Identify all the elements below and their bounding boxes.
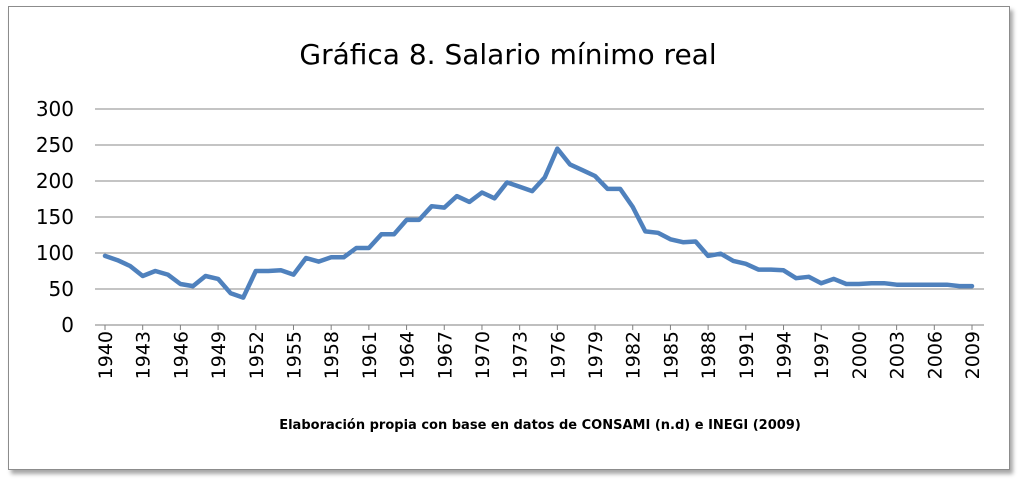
y-tick-label: 50 xyxy=(49,277,74,301)
x-tick-label: 1967 xyxy=(434,331,456,379)
y-axis-ticks: 0 50 100 150 200 250 300 xyxy=(36,97,74,337)
y-tick-label: 300 xyxy=(36,97,74,121)
x-tick-label: 1988 xyxy=(698,331,720,379)
x-tick-label: 1991 xyxy=(736,331,758,379)
y-tick-label: 150 xyxy=(36,205,74,229)
x-tick-label: 2009 xyxy=(962,331,984,379)
y-tick-label: 250 xyxy=(36,133,74,157)
x-tick-label: 2000 xyxy=(849,331,871,379)
x-tick-label: 1952 xyxy=(246,331,268,379)
x-tick-label: 1964 xyxy=(397,331,419,379)
x-tick-label: 2006 xyxy=(924,331,946,379)
chart-caption: Elaboración propia con base en datos de … xyxy=(279,418,801,433)
x-tick-label: 1973 xyxy=(510,331,532,379)
x-tick-label: 1949 xyxy=(208,331,230,379)
chart-frame xyxy=(8,6,1010,470)
x-tick-label: 1940 xyxy=(95,331,117,379)
x-tick-label: 1958 xyxy=(321,331,343,379)
x-axis-ticks: 1940 1943 1946 1949 1952 1955 1958 1961 1964 1967… xyxy=(95,325,984,379)
y-tick-label: 100 xyxy=(36,241,74,265)
x-tick-label: 1979 xyxy=(585,331,607,379)
y-tick-label: 0 xyxy=(61,313,74,337)
x-tick-label: 1955 xyxy=(283,331,305,379)
x-tick-label: 1970 xyxy=(472,331,494,379)
x-tick-label: 1982 xyxy=(623,331,645,379)
x-tick-label: 1994 xyxy=(774,331,796,379)
x-tick-label: 2003 xyxy=(887,331,909,379)
series-line xyxy=(102,146,975,300)
y-tick-label: 200 xyxy=(36,169,74,193)
x-tick-label: 1976 xyxy=(547,331,569,379)
chart-title: Gráfica 8. Salario mínimo real xyxy=(299,38,716,71)
x-tick-label: 1961 xyxy=(359,331,381,379)
x-tick-label: 1946 xyxy=(170,331,192,379)
x-tick-label: 1943 xyxy=(133,331,155,379)
x-tick-label: 1985 xyxy=(660,331,682,379)
gridlines xyxy=(95,108,984,290)
x-tick-label: 1997 xyxy=(811,331,833,379)
